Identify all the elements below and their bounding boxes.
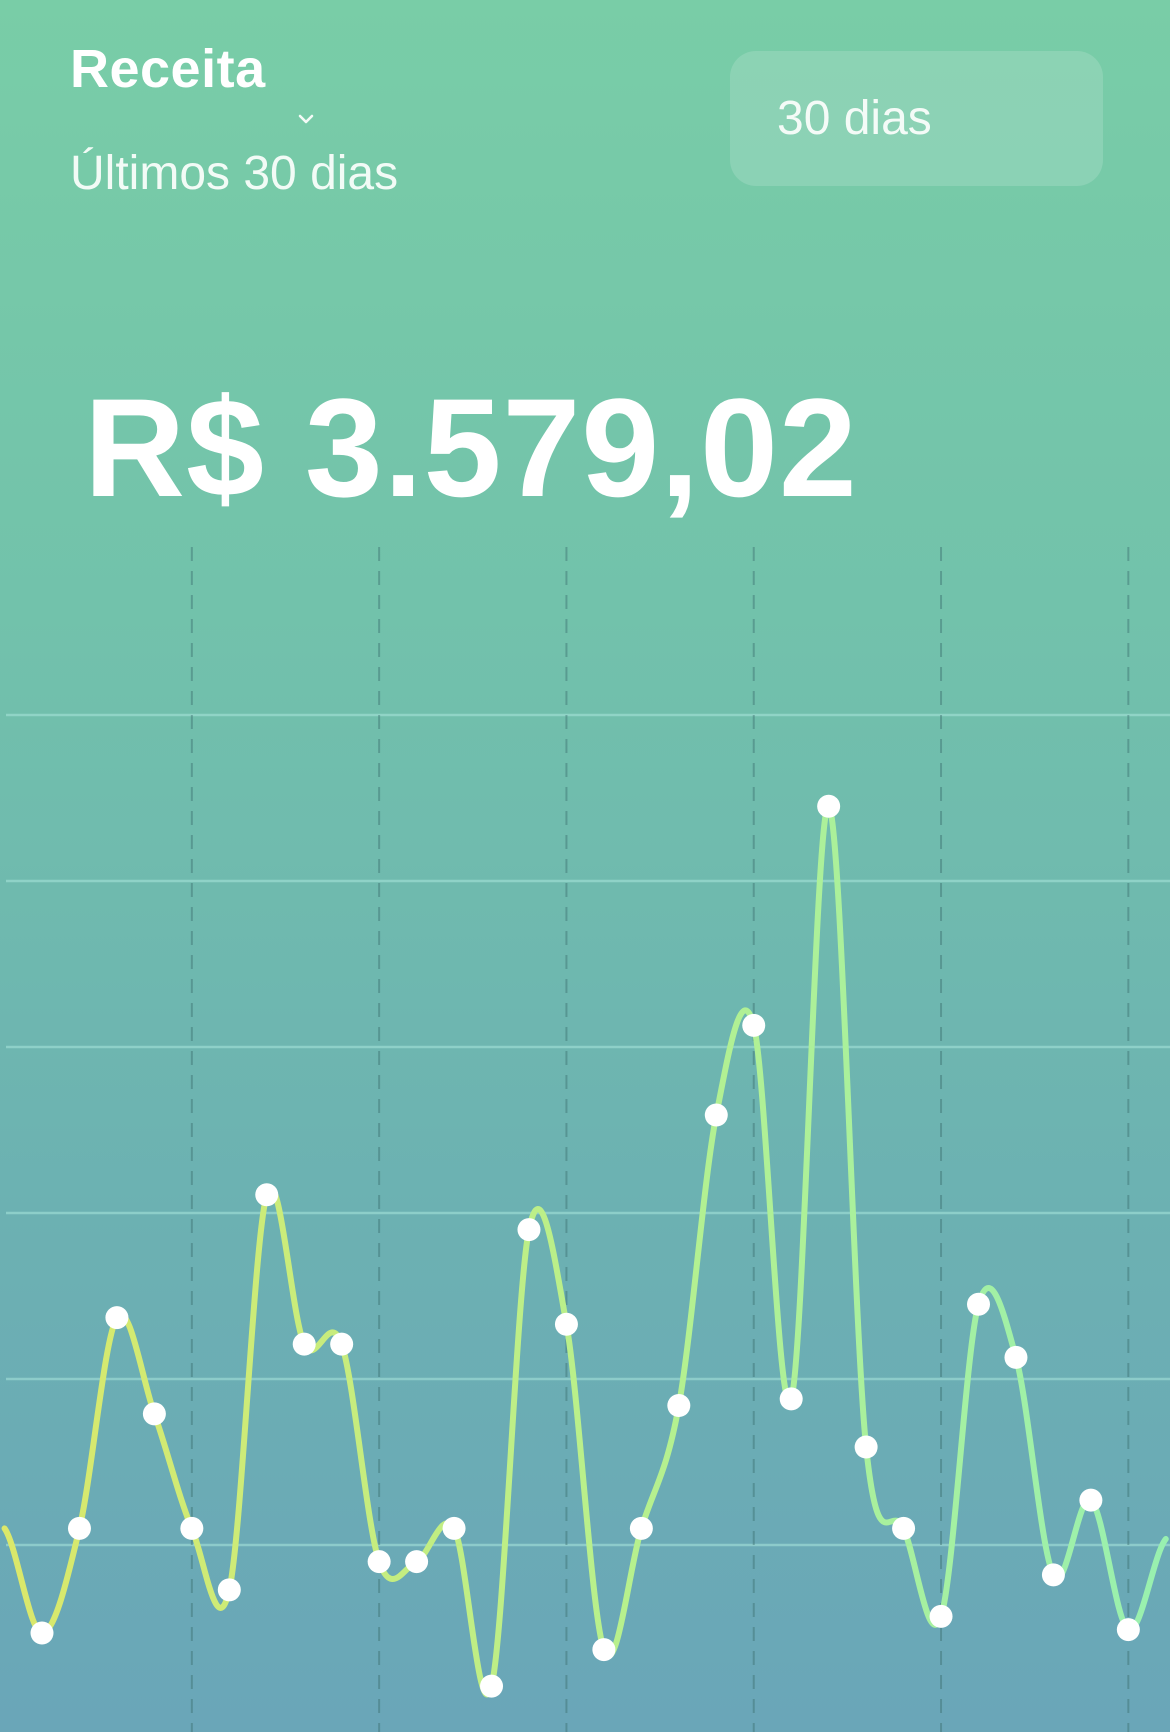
data-point[interactable] [554,1312,578,1336]
data-point[interactable] [1041,1563,1065,1587]
data-point[interactable] [967,1292,990,1316]
data-point[interactable] [929,1604,953,1628]
data-point[interactable] [105,1306,129,1330]
data-point[interactable] [292,1332,316,1356]
period-dropdown[interactable]: 30 dias [298,51,1103,186]
data-point[interactable] [367,1550,391,1574]
data-point[interactable] [1079,1488,1103,1512]
data-point[interactable] [779,1387,803,1411]
data-point[interactable] [1116,1618,1140,1642]
data-point[interactable] [180,1516,204,1540]
period-dropdown-value: 30 dias [777,92,932,145]
data-point[interactable] [667,1394,691,1418]
data-point[interactable] [742,1013,766,1037]
data-point[interactable] [892,1516,916,1540]
data-point[interactable] [817,794,841,818]
data-point[interactable] [517,1218,541,1242]
total-revenue: R$ 3.579,02 [84,369,858,526]
chevron-down-icon [298,114,314,124]
data-point[interactable] [442,1516,466,1540]
chart-title: Receita [70,39,266,99]
data-point[interactable] [142,1402,166,1426]
chart-subtitle: Últimos 30 dias [70,147,399,200]
data-point[interactable] [255,1183,279,1207]
data-point[interactable] [480,1674,504,1698]
data-point[interactable] [704,1103,728,1127]
data-point[interactable] [592,1638,616,1662]
data-point[interactable] [330,1332,354,1356]
revenue-series-line [1,803,1169,1698]
data-point[interactable] [1004,1345,1028,1369]
data-point[interactable] [854,1435,878,1459]
data-point[interactable] [30,1621,54,1645]
data-point[interactable] [67,1516,91,1540]
data-point[interactable] [217,1578,241,1602]
data-point[interactable] [629,1516,653,1540]
data-point[interactable] [405,1550,429,1574]
